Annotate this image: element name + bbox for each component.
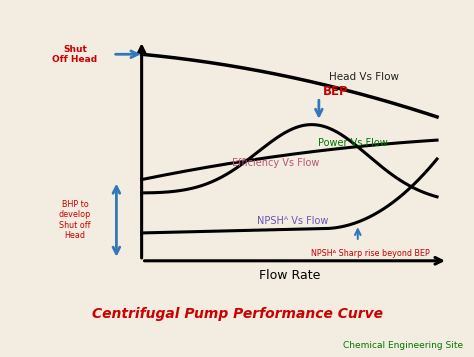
Text: Power Vs Flow: Power Vs Flow: [318, 138, 388, 149]
Text: Centrifugal Pump Performance Curve: Centrifugal Pump Performance Curve: [91, 307, 383, 321]
Text: Head Vs Flow: Head Vs Flow: [329, 72, 399, 82]
Text: Flow Rate: Flow Rate: [259, 269, 320, 282]
Text: Efficiency Vs Flow: Efficiency Vs Flow: [232, 159, 319, 169]
Text: Chemical Engineering Site: Chemical Engineering Site: [343, 341, 463, 350]
Text: NPSHᴬ Vs Flow: NPSHᴬ Vs Flow: [257, 216, 328, 226]
Text: BEP: BEP: [322, 85, 348, 98]
Text: BHP to
develop
Shut off
Head: BHP to develop Shut off Head: [59, 200, 91, 240]
Text: Shut
Off Head: Shut Off Head: [53, 45, 98, 64]
Text: NPSHᴬ Sharp rise beyond BEP: NPSHᴬ Sharp rise beyond BEP: [311, 249, 430, 258]
